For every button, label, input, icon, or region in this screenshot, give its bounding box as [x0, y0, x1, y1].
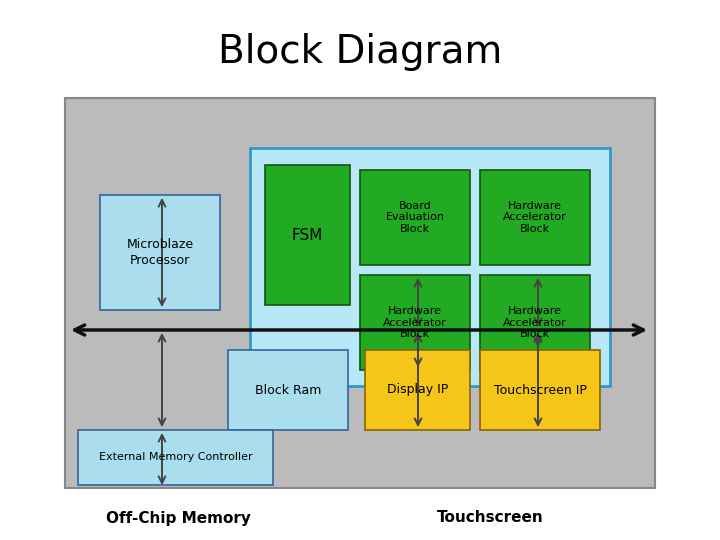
Bar [65, 98, 655, 488]
Bar [360, 275, 470, 370]
Text: Microblaze
Processor: Microblaze Processor [127, 239, 194, 267]
Text: FSM: FSM [292, 227, 323, 242]
Text: Hardware
Accelerator
Block: Hardware Accelerator Block [383, 306, 447, 339]
Text: External Memory Controller: External Memory Controller [99, 453, 252, 462]
Bar [250, 148, 610, 386]
Bar [265, 165, 350, 305]
Text: Block Diagram: Block Diagram [218, 33, 502, 71]
Bar [78, 430, 273, 485]
Bar [228, 350, 348, 430]
Text: Touchscreen IP: Touchscreen IP [494, 383, 586, 396]
Text: Block Ram: Block Ram [255, 383, 321, 396]
Text: Off-Chip Memory: Off-Chip Memory [106, 510, 251, 525]
Bar [480, 275, 590, 370]
Bar [365, 350, 470, 430]
Text: Board
Evaluation
Block: Board Evaluation Block [385, 201, 444, 234]
Text: Hardware
Accelerator
Block: Hardware Accelerator Block [503, 306, 567, 339]
Bar [480, 170, 590, 265]
Text: Touchscreen: Touchscreen [436, 510, 544, 525]
Bar [100, 195, 220, 310]
Bar [480, 350, 600, 430]
Text: Display IP: Display IP [387, 383, 448, 396]
Bar [360, 170, 470, 265]
Text: Hardware
Accelerator
Block: Hardware Accelerator Block [503, 201, 567, 234]
